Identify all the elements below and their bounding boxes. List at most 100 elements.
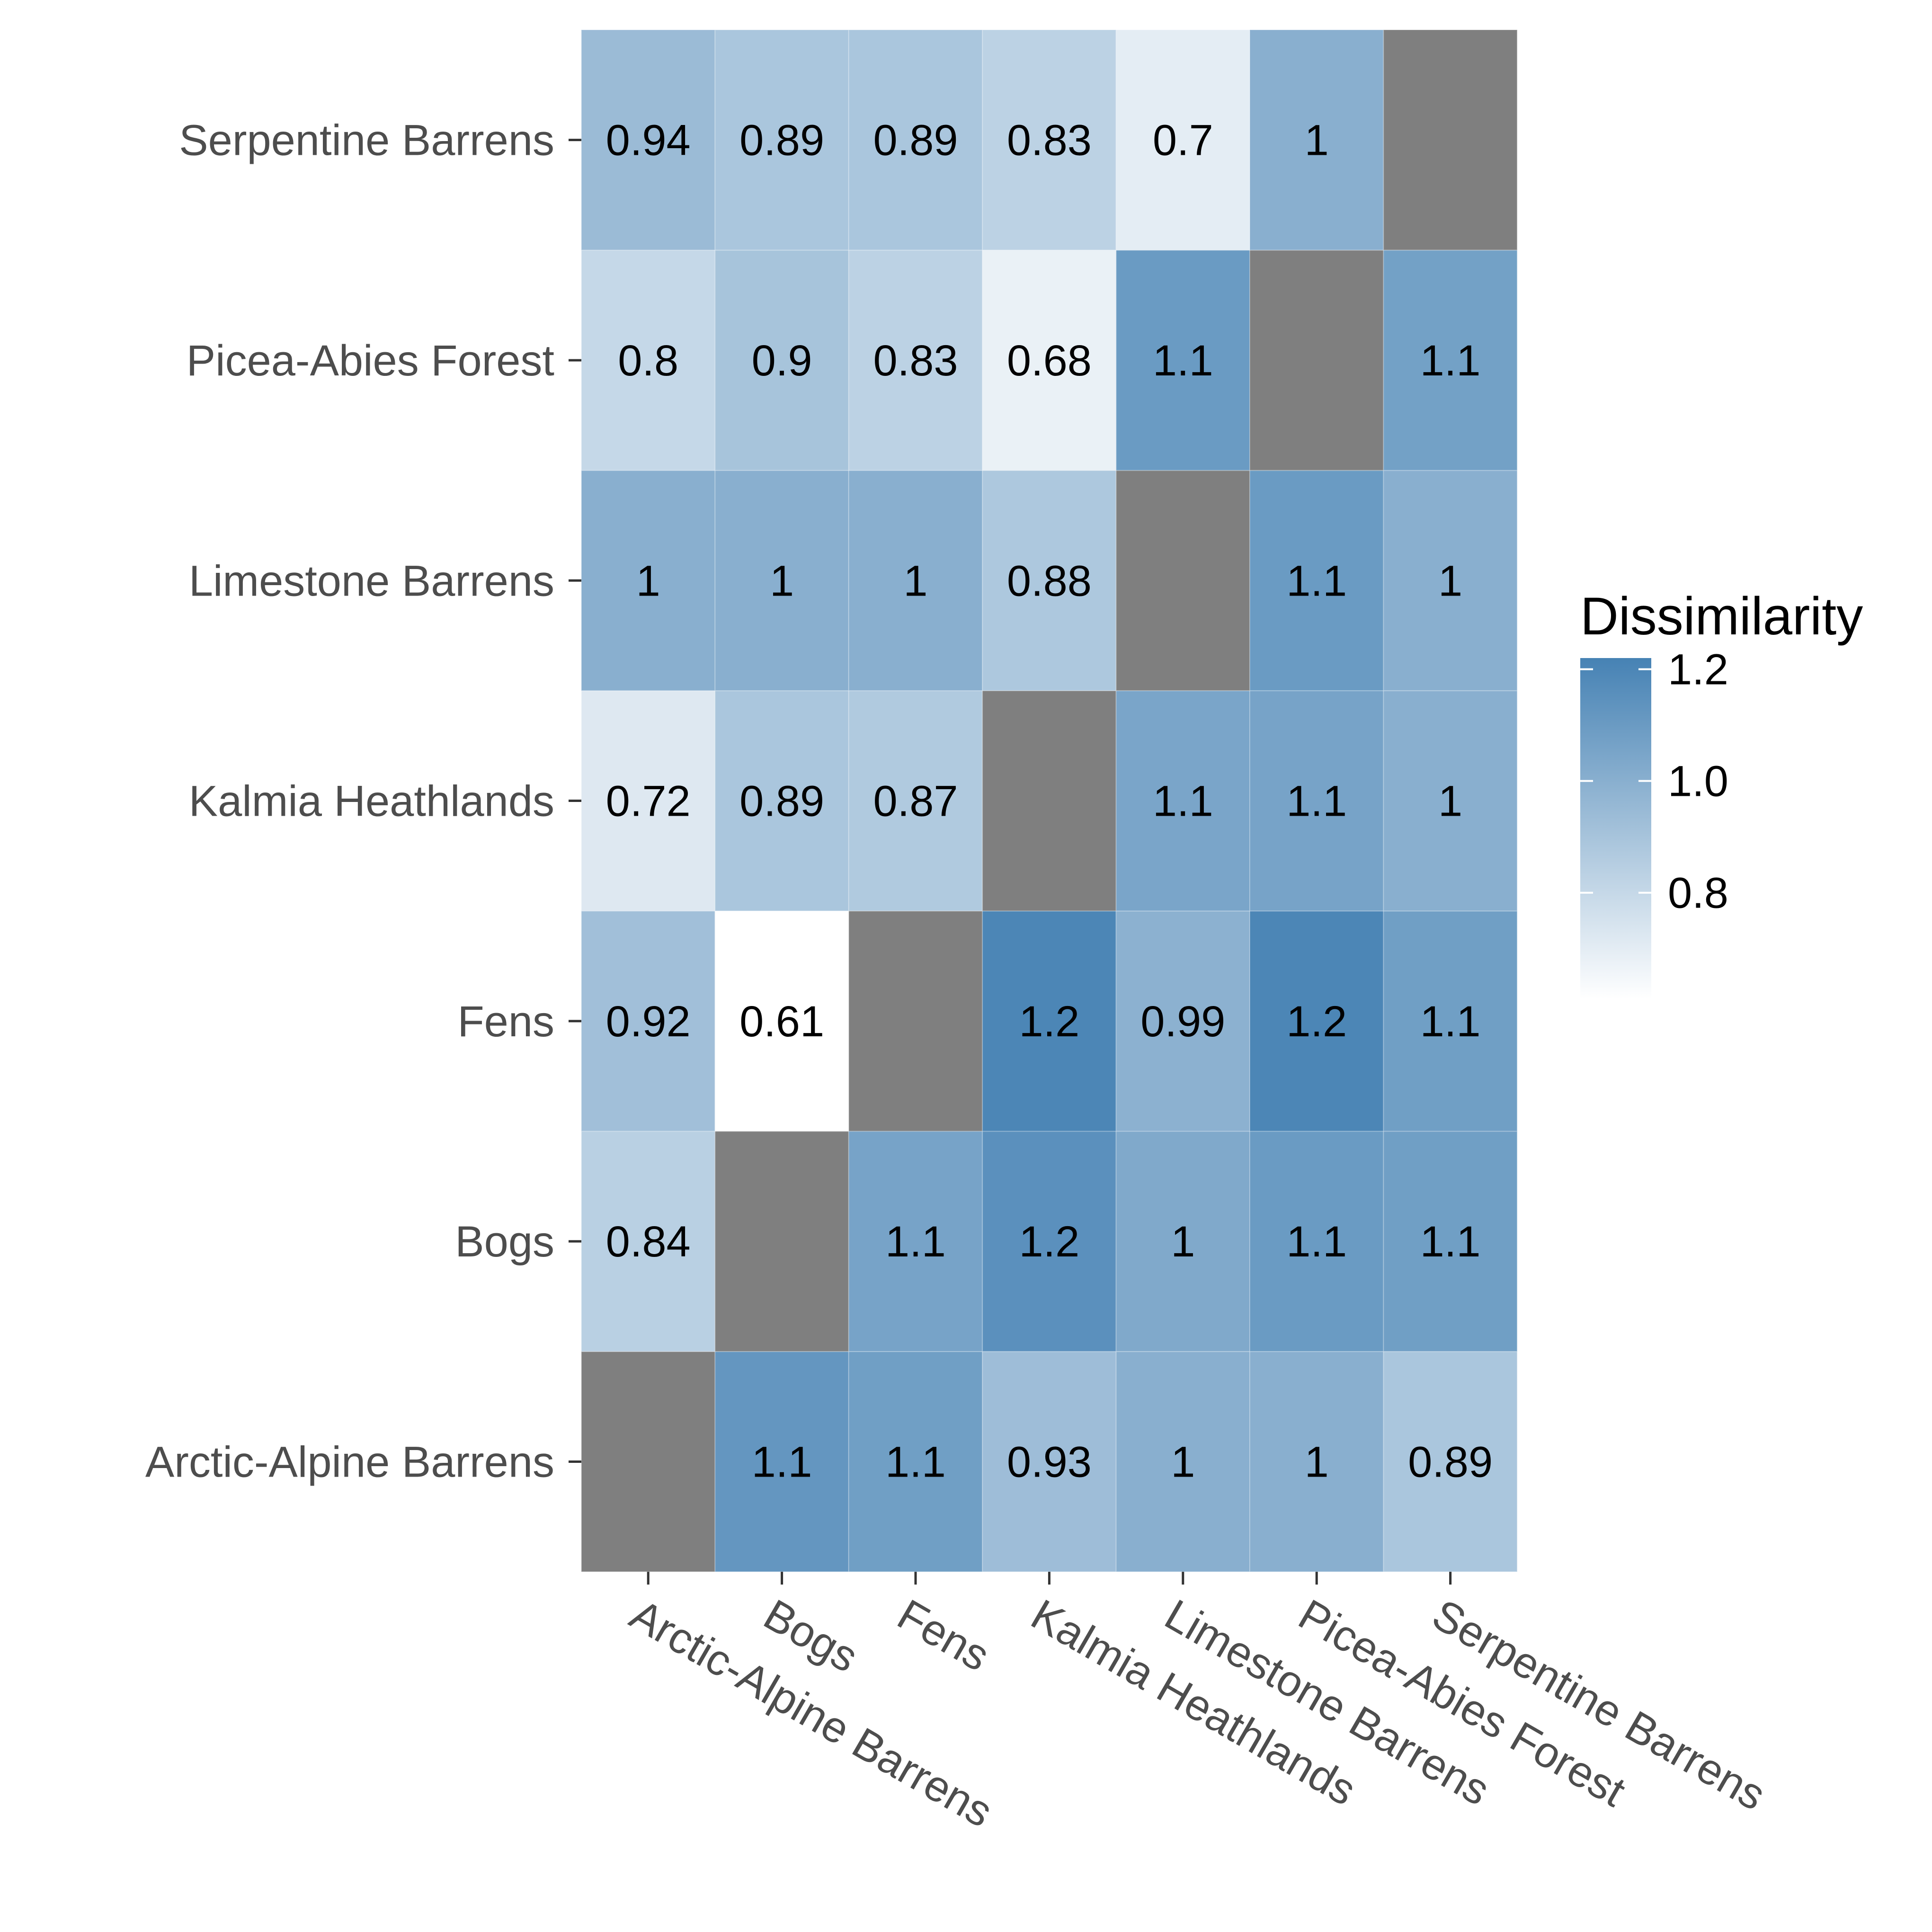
cell-value-label: 0.83 bbox=[873, 337, 958, 385]
heatmap-cell bbox=[1383, 910, 1518, 1132]
x-tick-label: Fens bbox=[890, 1590, 997, 1681]
cell-value-label: 1 bbox=[1171, 1438, 1195, 1486]
heatmap-cell bbox=[1115, 1351, 1251, 1573]
cell-value-label: 1 bbox=[1438, 777, 1462, 826]
cell-value-label: 0.7 bbox=[1153, 116, 1213, 165]
cell-value-label: 1.2 bbox=[1019, 997, 1079, 1046]
heatmap-cell bbox=[982, 690, 1117, 912]
heatmap-cell bbox=[1383, 690, 1518, 912]
heatmap-cell bbox=[848, 690, 983, 912]
cell-value-label: 0.8 bbox=[618, 337, 678, 385]
cell-value-label: 0.83 bbox=[1007, 116, 1092, 165]
cell-value-label: 0.61 bbox=[739, 997, 824, 1046]
legend-colorbar bbox=[1580, 658, 1651, 999]
cell-value-label: 0.99 bbox=[1140, 997, 1225, 1046]
legend-title: Dissimilarity bbox=[1580, 587, 1863, 646]
cell-value-label: 1.1 bbox=[1420, 337, 1481, 385]
heatmap-cell bbox=[1383, 470, 1518, 691]
heatmap-cell bbox=[581, 910, 716, 1132]
heatmap-cell bbox=[1383, 1131, 1518, 1352]
cell-value-label: 1.1 bbox=[885, 1218, 946, 1266]
heatmap-cell bbox=[982, 1131, 1117, 1352]
heatmap-cell bbox=[1115, 910, 1251, 1132]
heatmap-cells: 1.1 1.1 0.93 1 1 0.89 0.84 1.1 1.2 1 1.1 1.1 0.92 0.6… bbox=[581, 29, 1518, 1573]
y-tick-label: Bogs bbox=[455, 1218, 554, 1266]
heatmap-cell bbox=[581, 690, 716, 912]
heatmap-cell bbox=[848, 910, 983, 1132]
cell-value-label: 1.1 bbox=[1286, 1218, 1347, 1266]
heatmap-cell bbox=[982, 249, 1117, 471]
cell-value-label: 0.87 bbox=[873, 777, 958, 826]
cell-value-label: 0.94 bbox=[606, 116, 691, 165]
cell-value-label: 1 bbox=[1171, 1218, 1195, 1266]
y-tick-label: Picea-Abies Forest bbox=[187, 337, 554, 385]
heatmap-cell bbox=[714, 1351, 849, 1573]
heatmap-cell bbox=[848, 470, 983, 691]
y-tick-label: Serpentine Barrens bbox=[179, 116, 554, 165]
heatmap-cell bbox=[714, 470, 849, 691]
cell-value-label: 0.89 bbox=[1408, 1438, 1493, 1486]
heatmap-cell bbox=[1115, 470, 1251, 691]
heatmap-cell bbox=[982, 29, 1117, 251]
heatmap-cell bbox=[581, 470, 716, 691]
cell-value-label: 1.1 bbox=[752, 1438, 812, 1486]
cell-value-label: 1.1 bbox=[1286, 557, 1347, 605]
heatmap-cell bbox=[982, 910, 1117, 1132]
cell-value-label: 0.68 bbox=[1007, 337, 1092, 385]
heatmap-cell bbox=[1115, 249, 1251, 471]
cell-value-label: 0.72 bbox=[606, 777, 691, 826]
heatmap-cell bbox=[581, 1351, 716, 1573]
cell-value-label: 1.1 bbox=[1153, 337, 1213, 385]
y-tick-label: Fens bbox=[457, 997, 554, 1046]
cell-value-label: 1.2 bbox=[1019, 1218, 1079, 1266]
heatmap-cell bbox=[1115, 1131, 1251, 1352]
cell-value-label: 1.2 bbox=[1286, 997, 1347, 1046]
cell-value-label: 0.92 bbox=[606, 997, 691, 1046]
cell-value-label: 0.9 bbox=[752, 337, 812, 385]
cell-value-label: 1.1 bbox=[1153, 777, 1213, 826]
heatmap-cell bbox=[714, 29, 849, 251]
cell-value-label: 0.89 bbox=[739, 777, 824, 826]
heatmap-cell bbox=[714, 690, 849, 912]
y-tick-label: Kalmia Heathlands bbox=[189, 777, 554, 826]
heatmap-cell bbox=[1249, 1351, 1384, 1573]
cell-value-label: 1.1 bbox=[885, 1438, 946, 1486]
color-legend: Dissimilarity 0.8 1.0 1.2 bbox=[1580, 587, 1863, 999]
heatmap-cell bbox=[581, 249, 716, 471]
y-axis: Arctic-Alpine Barrens Bogs Fens Kalmia Heat… bbox=[145, 116, 581, 1486]
cell-value-label: 1.1 bbox=[1286, 777, 1347, 826]
heatmap-cell bbox=[1383, 29, 1518, 251]
heatmap-cell bbox=[581, 29, 716, 251]
heatmap-cell bbox=[1115, 29, 1251, 251]
cell-value-label: 0.89 bbox=[873, 116, 958, 165]
heatmap-cell bbox=[1115, 690, 1251, 912]
heatmap-cell bbox=[581, 1131, 716, 1352]
heatmap-cell bbox=[714, 1131, 849, 1352]
cell-value-label: 1.1 bbox=[1420, 1218, 1481, 1266]
heatmap-cell bbox=[1383, 249, 1518, 471]
heatmap-cell bbox=[982, 470, 1117, 691]
cell-value-label: 0.89 bbox=[739, 116, 824, 165]
heatmap-cell bbox=[1249, 910, 1384, 1132]
cell-value-label: 0.93 bbox=[1007, 1438, 1092, 1486]
heatmap-cell bbox=[1249, 470, 1384, 691]
cell-value-label: 1 bbox=[636, 557, 660, 605]
heatmap-cell bbox=[848, 1351, 983, 1573]
heatmap-cell bbox=[1383, 1351, 1518, 1573]
legend-tick-label: 1.0 bbox=[1668, 757, 1728, 806]
cell-value-label: 0.84 bbox=[606, 1218, 691, 1266]
heatmap-cell bbox=[848, 1131, 983, 1352]
heatmap-cell bbox=[1249, 29, 1384, 251]
y-tick-label: Arctic-Alpine Barrens bbox=[145, 1438, 554, 1486]
heatmap-cell bbox=[848, 29, 983, 251]
cell-value-label: 1 bbox=[770, 557, 794, 605]
heatmap-cell bbox=[1249, 249, 1384, 471]
cell-value-label: 0.88 bbox=[1007, 557, 1092, 605]
legend-tick-label: 0.8 bbox=[1668, 869, 1728, 917]
legend-tick-label: 1.2 bbox=[1668, 646, 1728, 694]
cell-value-label: 1.1 bbox=[1420, 997, 1481, 1046]
cell-value-label: 1 bbox=[1305, 116, 1329, 165]
cell-value-label: 1 bbox=[1305, 1438, 1329, 1486]
